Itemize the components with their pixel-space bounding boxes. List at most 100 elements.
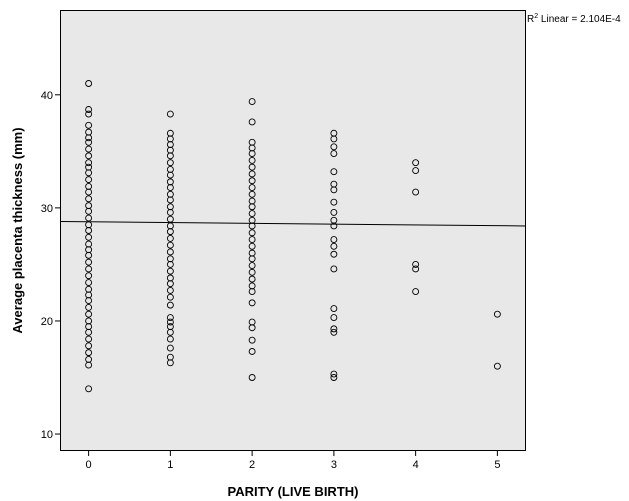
data-point	[248, 374, 256, 381]
data-point	[248, 242, 256, 250]
data-point	[85, 169, 93, 177]
data-point	[248, 184, 256, 191]
plot-border	[60, 10, 526, 451]
fit-line-label-r: R	[527, 14, 534, 25]
x-tick-label: 1	[167, 459, 173, 471]
x-axis-title: PARITY (LIVE BIRTH)	[228, 484, 359, 499]
fit-line	[59, 220, 527, 227]
data-point	[412, 167, 420, 175]
data-point	[166, 110, 174, 118]
data-point	[330, 374, 338, 381]
data-point	[85, 152, 93, 160]
fit-line-label: R2 Linear = 2.104E-4	[527, 13, 621, 25]
points-layer	[85, 80, 501, 393]
data-point	[166, 215, 174, 223]
data-point	[330, 265, 338, 273]
data-point	[248, 210, 256, 217]
data-point	[248, 348, 256, 355]
data-point	[85, 214, 93, 222]
x-tick-label: 4	[413, 459, 419, 471]
x-tick-label: 2	[249, 459, 255, 471]
data-point	[85, 106, 93, 113]
data-point	[166, 152, 174, 160]
data-point	[85, 279, 93, 286]
x-tick-label: 0	[86, 459, 92, 471]
data-point	[493, 362, 501, 370]
y-tick-label: 20	[41, 316, 53, 328]
data-point	[85, 297, 93, 305]
data-point	[330, 325, 338, 333]
data-point	[248, 229, 256, 237]
data-point	[85, 303, 93, 311]
data-point	[85, 207, 93, 215]
data-point	[85, 272, 93, 280]
data-point	[85, 121, 93, 129]
data-point	[166, 241, 174, 249]
data-point	[85, 328, 93, 336]
data-point	[166, 314, 174, 322]
data-point	[85, 251, 93, 259]
fit-line-layer	[59, 220, 527, 227]
data-point	[85, 233, 93, 241]
data-point	[166, 159, 174, 167]
data-point	[248, 299, 256, 307]
data-point	[412, 260, 420, 268]
data-point	[166, 184, 174, 191]
data-point	[330, 328, 338, 336]
data-point	[248, 222, 256, 230]
data-point	[85, 138, 93, 146]
data-point	[85, 110, 93, 118]
data-point	[330, 222, 338, 230]
data-point	[248, 236, 256, 243]
data-point	[166, 260, 174, 268]
data-point	[248, 156, 256, 164]
data-point	[85, 385, 93, 393]
data-point	[166, 318, 174, 326]
data-point	[330, 314, 338, 322]
data-point	[248, 268, 256, 276]
data-point	[85, 335, 93, 343]
data-point	[166, 196, 174, 204]
y-tick-label: 40	[41, 90, 53, 102]
data-point	[166, 228, 174, 236]
y-axis-title: Average placenta thickness (mm)	[10, 127, 25, 333]
data-point	[85, 361, 93, 369]
data-point	[412, 188, 420, 196]
data-point	[248, 275, 256, 283]
axes-layer: 0 1 2 3 4 5 10 20 30 40	[41, 90, 501, 471]
data-point	[166, 344, 174, 352]
data-point	[412, 288, 420, 296]
data-point	[85, 349, 93, 357]
data-point	[248, 336, 256, 344]
data-point	[330, 370, 338, 378]
fit-line-label-sup: 2	[534, 13, 538, 20]
plot-area	[60, 10, 526, 451]
data-point	[85, 176, 93, 184]
data-point	[166, 335, 174, 343]
data-point	[412, 265, 420, 273]
data-point	[330, 236, 338, 243]
data-point	[166, 293, 174, 301]
data-point	[85, 80, 93, 87]
data-point	[248, 203, 256, 211]
data-point	[330, 305, 338, 312]
data-point	[166, 286, 174, 294]
data-point	[330, 143, 338, 151]
data-point	[248, 163, 256, 171]
data-point	[330, 168, 338, 176]
data-point	[248, 150, 256, 158]
data-point	[166, 171, 174, 179]
y-tick-label: 30	[41, 203, 53, 215]
data-point	[166, 328, 174, 336]
data-point	[85, 258, 93, 266]
data-point	[85, 342, 93, 350]
data-point	[248, 118, 256, 126]
data-point	[248, 170, 256, 178]
data-point	[166, 280, 174, 288]
y-tick-label: 10	[41, 429, 53, 441]
data-point	[166, 234, 174, 242]
data-point	[248, 98, 256, 106]
data-point	[330, 208, 338, 216]
data-point	[85, 195, 93, 203]
data-point	[330, 135, 338, 143]
